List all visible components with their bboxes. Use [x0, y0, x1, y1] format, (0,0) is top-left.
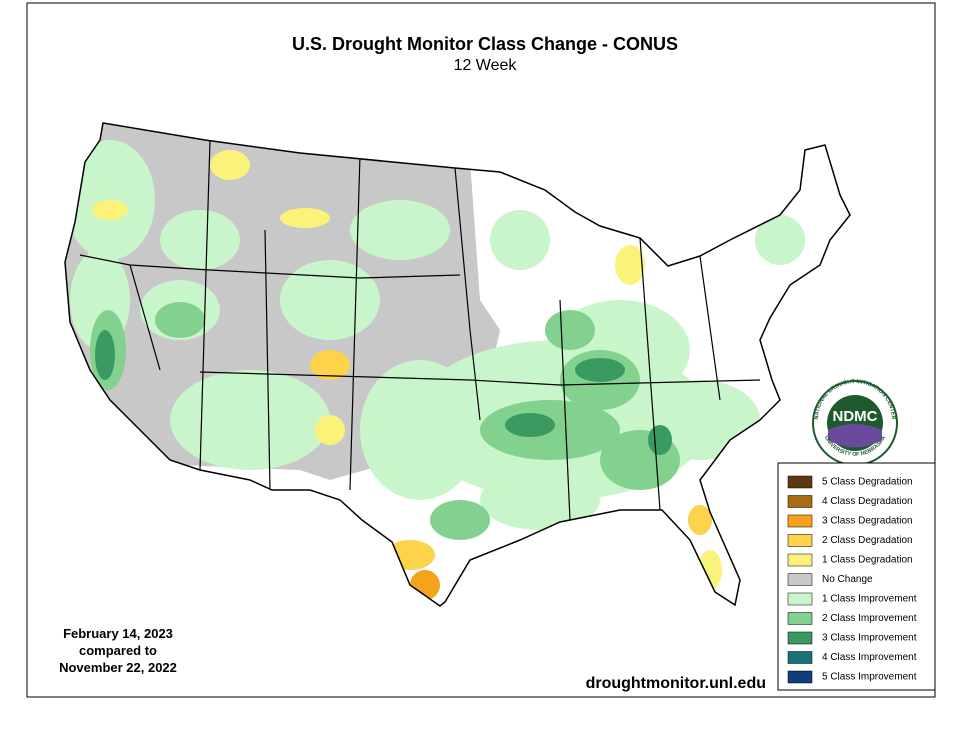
date-line: November 22, 2022 — [59, 660, 177, 675]
legend-swatch — [787, 670, 813, 684]
legend-swatch — [787, 553, 813, 567]
date-block: February 14, 2023 compared to November 22,… — [59, 626, 177, 675]
legend-swatch — [787, 573, 813, 586]
legend-label: 4 Class Improvement — [822, 652, 917, 663]
legend-label: No Change — [822, 574, 873, 585]
logo-abbr: NDMC — [833, 408, 878, 425]
legend-label: 3 Class Improvement — [822, 633, 917, 644]
legend-label: 5 Class Improvement — [822, 672, 917, 683]
legend-swatch — [787, 612, 813, 625]
legend-swatch — [787, 534, 813, 547]
legend-swatch — [787, 514, 813, 528]
legend-label: 5 Class Degradation — [822, 477, 913, 488]
legend-label: 1 Class Degradation — [822, 555, 913, 566]
legend-swatch — [787, 592, 813, 606]
map-title: U.S. Drought Monitor Class Change - CONU… — [292, 34, 678, 54]
date-line: February 14, 2023 — [63, 626, 173, 641]
legend-swatch — [787, 495, 813, 508]
legend-swatch — [787, 651, 813, 664]
legend-label: 4 Class Degradation — [822, 496, 913, 507]
legend-label: 2 Class Degradation — [822, 535, 913, 546]
source-url: droughtmonitor.unl.edu — [586, 675, 766, 692]
legend-swatch — [787, 475, 813, 489]
legend-swatch — [787, 631, 813, 645]
legend-label: 3 Class Degradation — [822, 516, 913, 527]
legend: 5 Class Degradation 4 Class Degradation 3 … — [787, 475, 917, 684]
map-subtitle: 12 Week — [454, 57, 518, 74]
date-line: compared to — [79, 643, 157, 658]
legend-label: 2 Class Improvement — [822, 613, 917, 624]
ndmc-logo: NDMC NATIONAL DROUGHT MITIGATION CENTER … — [812, 379, 898, 466]
legend-label: 1 Class Improvement — [822, 594, 917, 605]
